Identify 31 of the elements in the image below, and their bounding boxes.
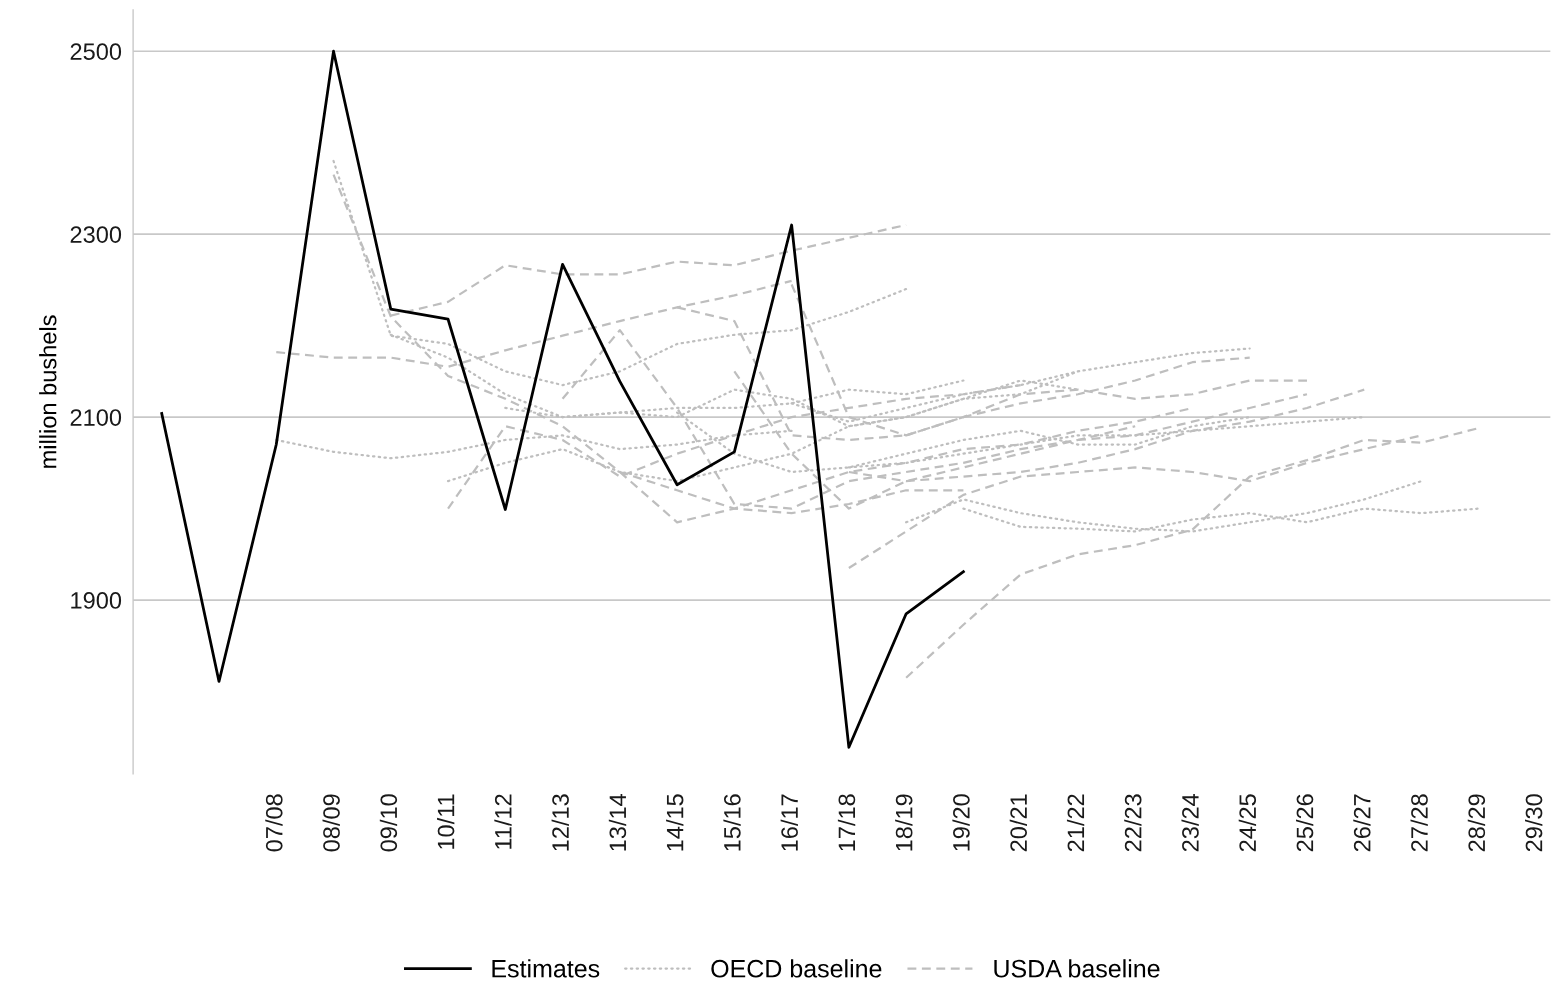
- legend-label: Estimates: [492, 959, 600, 978]
- x-tick-label: 19/20: [952, 794, 970, 851]
- x-tick-label: 23/24: [1181, 793, 1199, 852]
- x-tick-label: 16/17: [780, 794, 798, 851]
- x-tick-label: 24/25: [1238, 794, 1257, 852]
- y-axis-title: million bushels: [39, 315, 57, 468]
- x-tick-label: 07/08: [265, 794, 283, 852]
- x-tick-label: 25/26: [1295, 794, 1314, 852]
- x-tick-label: 21/22: [1066, 794, 1085, 852]
- x-tick-label: 17/18: [837, 794, 856, 851]
- y-tick-label: 2300: [70, 226, 122, 243]
- x-tick-label: 29/30: [1525, 794, 1543, 852]
- y-tick-label: 2500: [70, 43, 122, 60]
- legend-label: USDA baseline: [994, 959, 1160, 978]
- x-tick-label: 14/15: [666, 794, 684, 851]
- x-tick-label: 13/14: [608, 793, 627, 851]
- x-tick-label: 27/28: [1410, 794, 1428, 852]
- x-tick-label: 11/12: [494, 794, 512, 849]
- x-tick-label: 09/10: [379, 794, 398, 852]
- legend-label: OECD baseline: [711, 959, 882, 978]
- y-tick-label: 2100: [70, 409, 122, 426]
- x-tick-label: 26/27: [1353, 794, 1371, 852]
- x-tick-label: 20/21: [1009, 794, 1028, 852]
- y-tick-label: 1900: [71, 592, 122, 609]
- x-tick-label: 10/11: [437, 794, 455, 849]
- x-tick-label: 22/23: [1124, 794, 1142, 852]
- x-tick-label: 15/16: [723, 794, 741, 851]
- x-tick-label: 12/13: [551, 794, 569, 851]
- x-tick-label: 08/09: [322, 794, 340, 852]
- x-tick-label: 18/19: [895, 794, 913, 851]
- x-tick-label: 28/29: [1467, 794, 1486, 852]
